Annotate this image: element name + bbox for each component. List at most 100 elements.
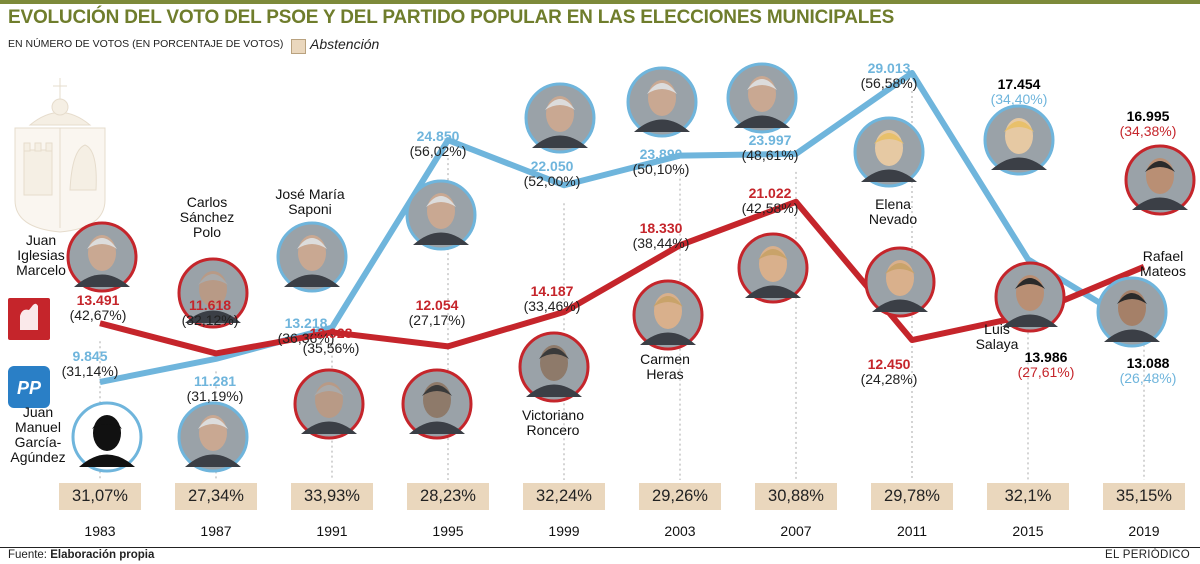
pp-value-2007: 23.997 (748, 132, 792, 148)
pp-value-1995: 24.850 (416, 128, 460, 144)
candidate-portrait-icon-18 (994, 261, 1066, 333)
pp-percent-2015: (34,40%) (990, 91, 1048, 107)
year-tick-label-1999: 1999 (548, 523, 580, 539)
candidate-portrait-icon-17 (983, 104, 1055, 176)
year-tick-label-2019: 2019 (1128, 523, 1160, 539)
pp-logo-icon: PP (8, 366, 50, 408)
psoe-data-label-2003: 18.330 (38,44%) (616, 221, 706, 251)
candidate-portrait-icon-5 (177, 401, 249, 473)
pp-data-label-1995: 24.850 (56,02%) (393, 129, 483, 159)
psoe-data-label-1995: 12.054 (27,17%) (392, 298, 482, 328)
candidate-name-nevado: Elena Nevado (868, 196, 918, 227)
psoe-value-1987: 11.618 (188, 297, 232, 313)
psoe-data-label-2007: 21.022 (42,58%) (725, 186, 815, 216)
psoe-data-label-1991: 12.928 (35,56%) (286, 326, 376, 356)
pp-percent-1987: (31,19%) (186, 388, 244, 404)
psoe-percent-1983: (42,67%) (69, 307, 127, 323)
candidate-portrait-icon-2 (177, 257, 249, 329)
psoe-data-label-1987: 11.618 (32,12%) (165, 298, 255, 328)
legend-abstention-swatch (291, 39, 306, 54)
psoe-value-2003: 18.330 (639, 220, 683, 236)
year-tick-label-1991: 1991 (316, 523, 348, 539)
psoe-value-1999: 14.187 (530, 283, 574, 299)
year-tick-label-1995: 1995 (432, 523, 464, 539)
svg-text:PP: PP (17, 378, 42, 398)
year-tick-label-2011: 2011 (896, 523, 928, 539)
candidate-portrait-icon-4 (71, 401, 143, 473)
psoe-percent-2011: (24,28%) (860, 371, 918, 387)
abstention-box-1991: 33,93% (291, 483, 373, 510)
candidate-portrait-icon-7 (405, 179, 477, 251)
pp-data-label-2015: 17.454 (34,40%) (974, 77, 1064, 107)
pp-value-2015: 17.454 (997, 76, 1041, 92)
psoe-value-1991: 12.928 (309, 325, 353, 341)
candidate-name-heras: Carmen Heras (640, 351, 690, 382)
abstention-box-1987: 27,34% (175, 483, 257, 510)
candidate-portrait-icon-10 (518, 331, 590, 403)
abstention-box-1995: 28,23% (407, 483, 489, 510)
psoe-percent-2003: (38,44%) (632, 235, 690, 251)
pp-value-2003: 23.890 (639, 146, 683, 162)
pp-value-1983: 9.845 (72, 348, 108, 364)
candidate-portrait-icon-16 (864, 246, 936, 318)
pp-data-label-1983: 9.845 (31,14%) (45, 349, 135, 379)
chart-subtitle: EN NÚMERO DE VOTOS (EN PORCENTAJE DE VOT… (8, 38, 284, 50)
chart-title: EVOLUCIÓN DEL VOTO DEL PSOE Y DEL PARTID… (8, 7, 895, 28)
top-rule (0, 0, 1200, 4)
pp-data-label-2011: 29.013 (56,58%) (844, 61, 934, 91)
legend-abstention-label: Abstención (310, 36, 380, 52)
candidate-portrait-icon-3 (276, 221, 348, 293)
psoe-value-2011: 12.450 (867, 356, 911, 372)
psoe-value-2019: 16.995 (1126, 108, 1170, 124)
psoe-percent-1999: (33,46%) (523, 298, 581, 314)
psoe-percent-1987: (32,12%) (181, 312, 239, 328)
candidate-name-roncero: Victoriano Roncero (521, 407, 584, 438)
candidate-portrait-icon-14 (737, 232, 809, 304)
pp-percent-2003: (50,10%) (632, 161, 690, 177)
pp-data-label-2019: 13.088 (26,48%) (1103, 356, 1193, 386)
candidate-portrait-icon-6 (293, 368, 365, 440)
pp-value-1991: 13.218 (284, 315, 328, 331)
candidate-name-iglesias: Juan Iglesias Marcelo (16, 232, 66, 278)
pp-percent-2011: (56,58%) (860, 75, 918, 91)
psoe-series-line (99, 198, 1146, 357)
psoe-value-1995: 12.054 (415, 297, 459, 313)
psoe-data-label-2011: 12.450 (24,28%) (844, 357, 934, 387)
year-tick-label-1987: 1987 (200, 523, 232, 539)
abstention-box-2019: 35,15% (1103, 483, 1185, 510)
candidate-name-sanchez: Carlos Sánchez Polo (179, 194, 235, 240)
year-tick-label-2007: 2007 (780, 523, 812, 539)
pp-percent-1999: (52,00%) (523, 173, 581, 189)
pp-data-label-2003: 23.890 (50,10%) (616, 147, 706, 177)
source-note: Fuente: Elaboración propia (8, 549, 155, 561)
abstention-box-2011: 29,78% (871, 483, 953, 510)
pp-percent-1995: (56,02%) (409, 143, 467, 159)
pp-data-label-2007: 23.997 (48,61%) (725, 133, 815, 163)
abstention-box-1999: 32,24% (523, 483, 605, 510)
pp-value-2019: 13.088 (1126, 355, 1170, 371)
pp-percent-1991: (36,36%) (277, 330, 335, 346)
candidate-name-saponi: José María Saponi (275, 186, 345, 217)
pp-data-label-1999: 22.050 (52,00%) (507, 159, 597, 189)
candidate-name-garcia: Juan Manuel García- Agúndez (10, 404, 66, 465)
year-tick-label-1983: 1983 (84, 523, 116, 539)
psoe-percent-2007: (42,58%) (741, 200, 799, 216)
abstention-box-2007: 30,88% (755, 483, 837, 510)
abstention-box-1983: 31,07% (59, 483, 141, 510)
psoe-percent-2019: (34,38%) (1119, 123, 1177, 139)
footer-rule (0, 547, 1200, 548)
candidate-portrait-icon-1 (66, 221, 138, 293)
psoe-percent-2015: (27,61%) (1017, 364, 1075, 380)
pp-value-1987: 11.281 (193, 373, 237, 389)
candidate-portrait-icon-15 (853, 116, 925, 188)
pp-data-label-1991: 13.218 (36,36%) (261, 316, 351, 346)
abstention-box-2003: 29,26% (639, 483, 721, 510)
psoe-value-2007: 21.022 (748, 185, 792, 201)
candidate-portrait-icon-11 (626, 66, 698, 138)
abstention-box-2015: 32,1% (987, 483, 1069, 510)
pp-percent-2019: (26,48%) (1119, 370, 1177, 386)
candidate-name-mateos: Rafael Mateos (1140, 248, 1186, 279)
pp-value-2011: 29.013 (867, 60, 911, 76)
